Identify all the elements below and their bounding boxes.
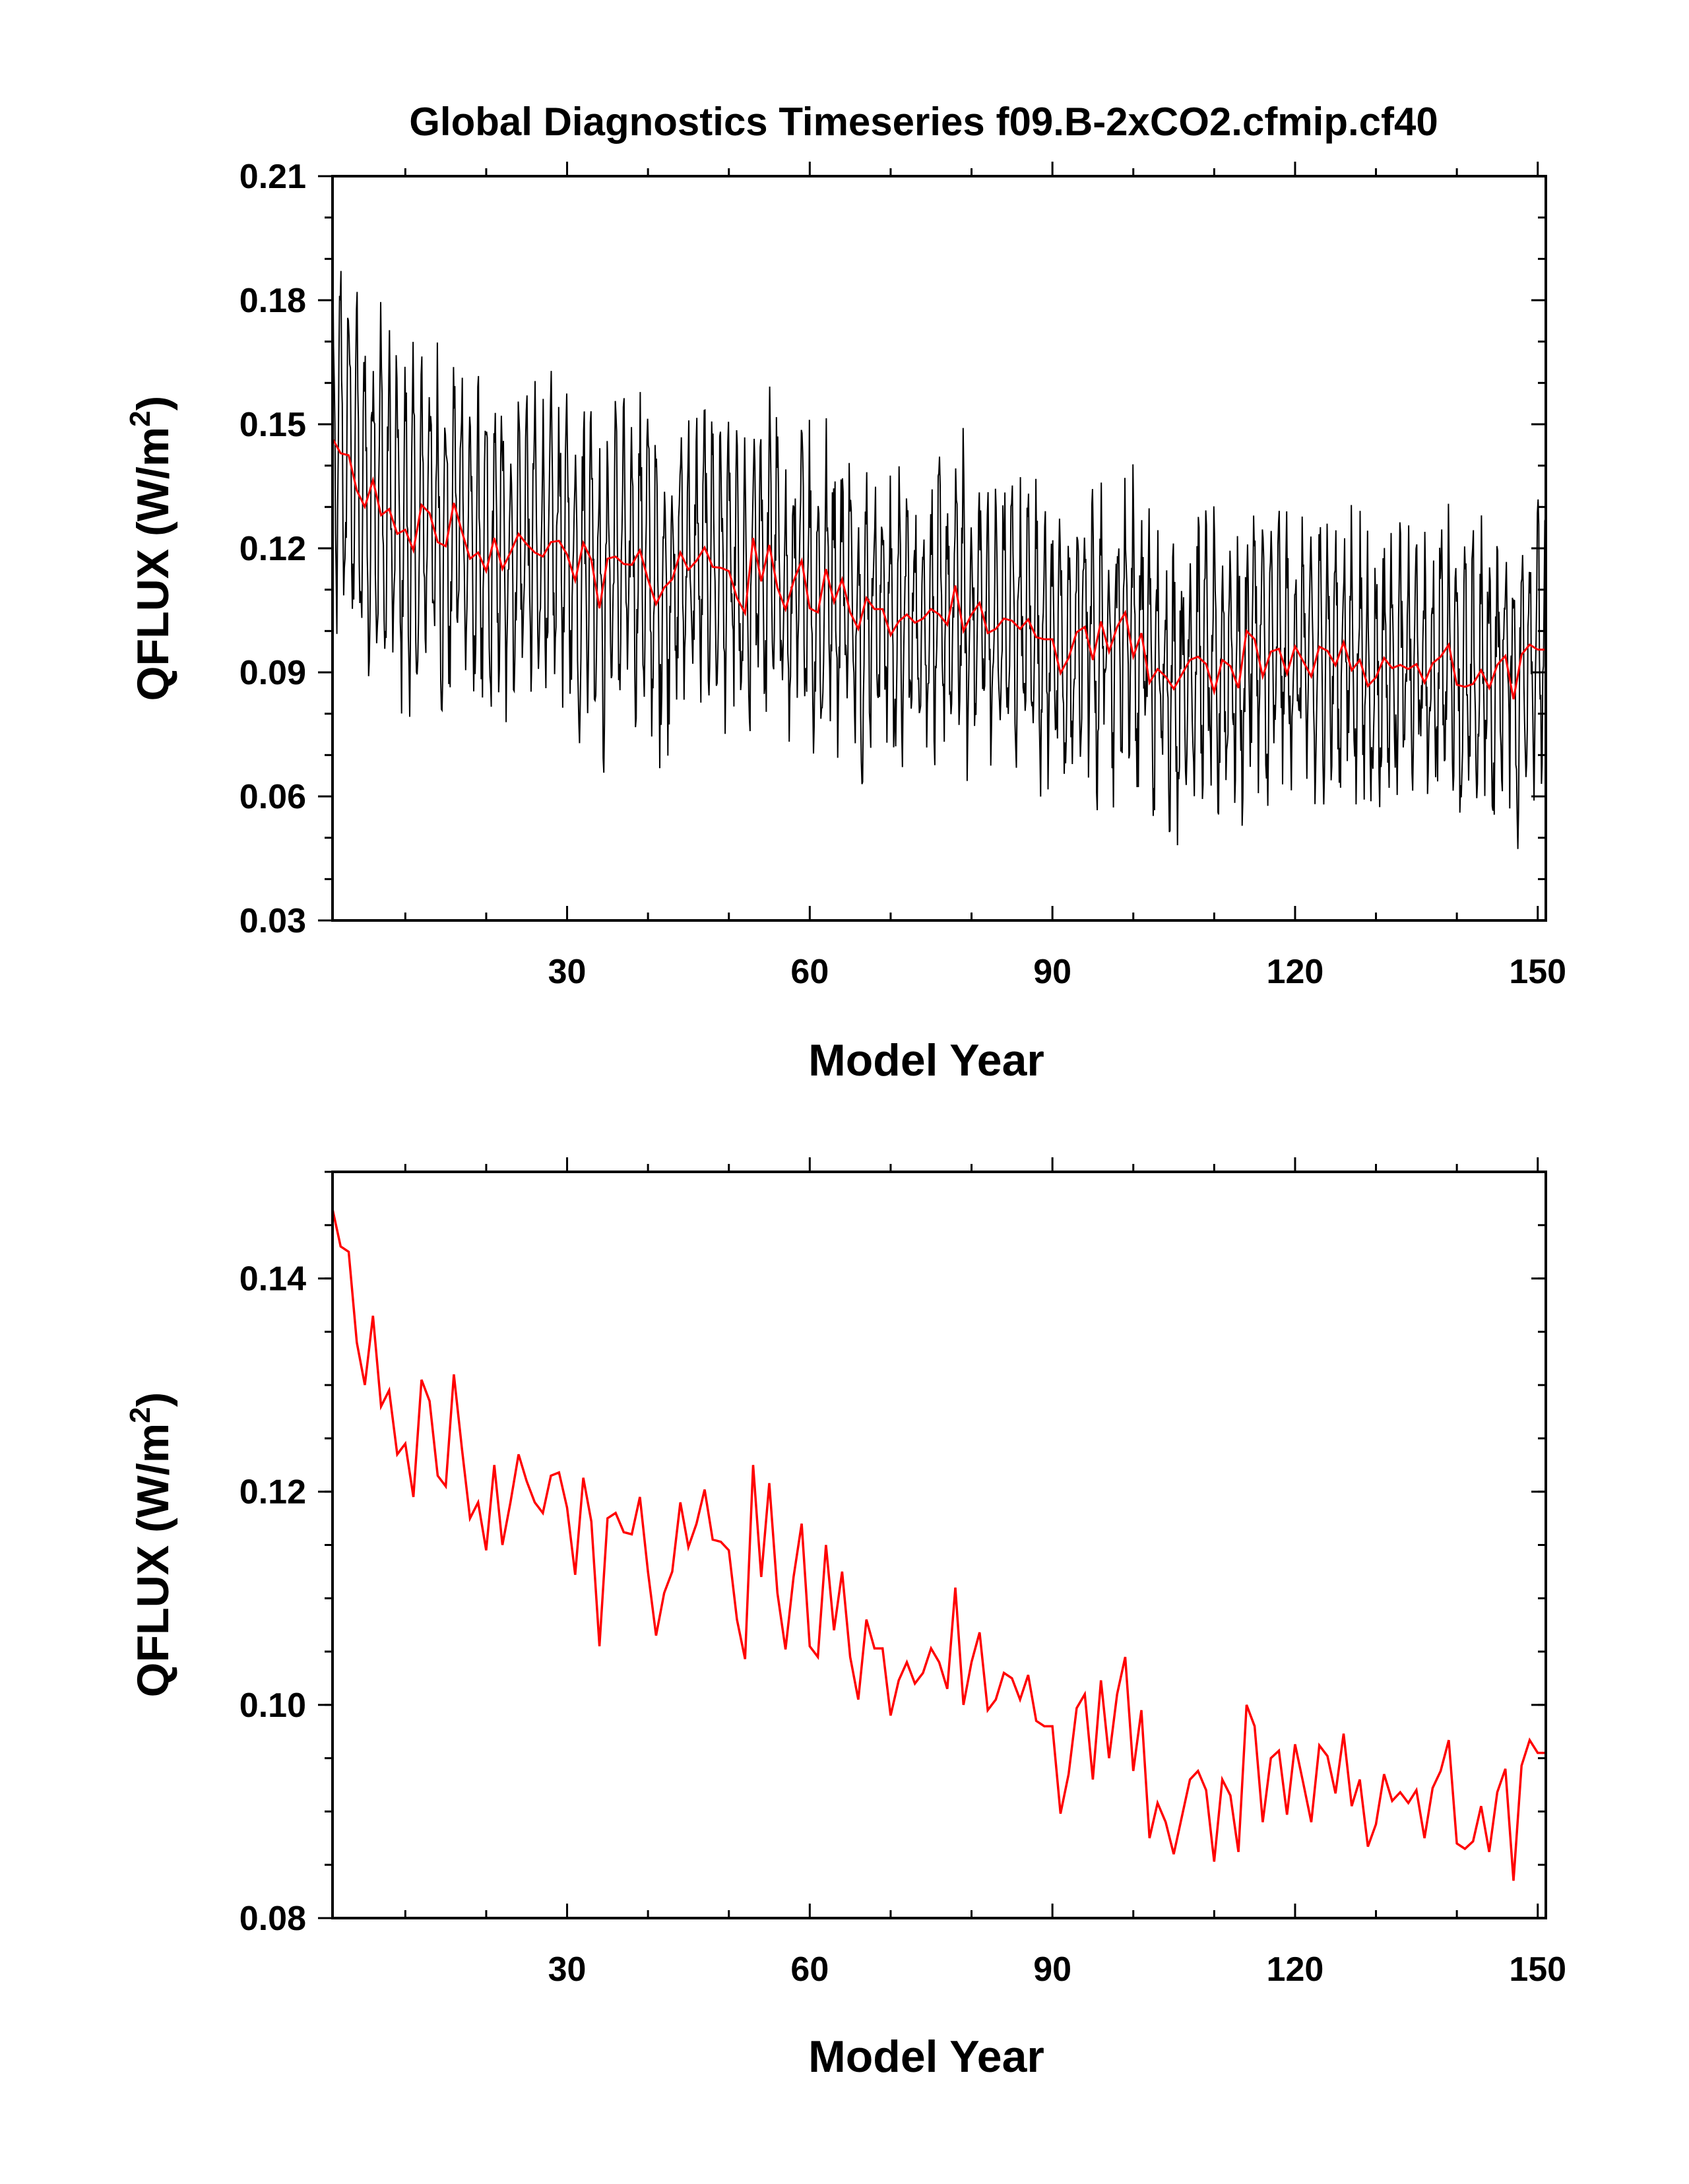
annual-mean-line (333, 1209, 1546, 1881)
y-tick-label: 0.21 (239, 158, 306, 196)
x-tick-label: 90 (1033, 1950, 1071, 1989)
x-tick-label: 30 (548, 953, 587, 991)
bottom-panel-x-ticks: 30 60 90 120 150 (404, 1157, 1566, 1989)
y-tick-label: 0.03 (239, 902, 306, 940)
top-panel-y-axis-label-sup: 2 (124, 410, 156, 426)
bottom-panel-x-axis-label: Model Year (808, 2032, 1044, 2082)
top-panel-frame (331, 175, 1547, 922)
top-panel-series-monthly (333, 263, 1546, 849)
top-panel-y-ticks: 0.03 0.06 0.09 0.12 0.15 0.18 0.21 (239, 158, 1546, 940)
bottom-panel-y-axis-label-end: ) (128, 1392, 178, 1407)
top-panel: 30 60 90 120 150 0.03 0.06 0.09 0.12 0.15 0.18 0.2… (124, 158, 1566, 1085)
bottom-panel-y-axis-label-main: QFLUX (W/m (128, 1423, 178, 1698)
y-tick-label: 0.10 (239, 1686, 306, 1725)
bottom-panel-y-axis-label-sup: 2 (124, 1407, 156, 1423)
bottom-panel: 30 60 90 120 150 0.08 0.10 0.12 0.14 Model Year… (124, 1157, 1566, 2082)
x-tick-label: 60 (790, 953, 829, 991)
bottom-panel-y-ticks: 0.08 0.10 0.12 0.14 (239, 1171, 1546, 1938)
top-panel-y-axis-label-main: QFLUX (W/m (128, 427, 178, 701)
top-panel-y-axis-label: QFLUX (W/m2) (124, 396, 178, 701)
y-tick-label: 0.09 (239, 654, 306, 692)
annual-mean-line (333, 438, 1546, 699)
x-tick-label: 120 (1267, 1950, 1324, 1989)
top-panel-y-axis-label-end: ) (128, 396, 178, 411)
figure-title: Global Diagnostics Timeseries f09.B-2xCO… (409, 100, 1438, 144)
x-tick-label: 150 (1509, 1950, 1566, 1989)
y-tick-label: 0.12 (239, 1473, 306, 1512)
y-tick-label: 0.18 (239, 282, 306, 320)
y-tick-label: 0.12 (239, 530, 306, 568)
x-tick-label: 150 (1509, 953, 1566, 991)
top-panel-series-annual (333, 438, 1546, 699)
bottom-panel-series-annual (333, 1209, 1546, 1881)
y-tick-label: 0.14 (239, 1260, 306, 1299)
x-tick-label: 90 (1033, 953, 1071, 991)
bottom-panel-y-axis-label: QFLUX (W/m2) (124, 1392, 178, 1698)
top-panel-x-axis-label: Model Year (808, 1035, 1044, 1085)
x-tick-label: 120 (1267, 953, 1324, 991)
top-panel-x-ticks: 30 60 90 120 150 (404, 162, 1566, 991)
monthly-mean-line (333, 263, 1546, 849)
y-tick-label: 0.15 (239, 406, 306, 444)
x-tick-label: 60 (790, 1950, 829, 1989)
x-tick-label: 30 (548, 1950, 587, 1989)
y-tick-label: 0.06 (239, 778, 306, 816)
y-tick-label: 0.08 (239, 1900, 306, 1938)
